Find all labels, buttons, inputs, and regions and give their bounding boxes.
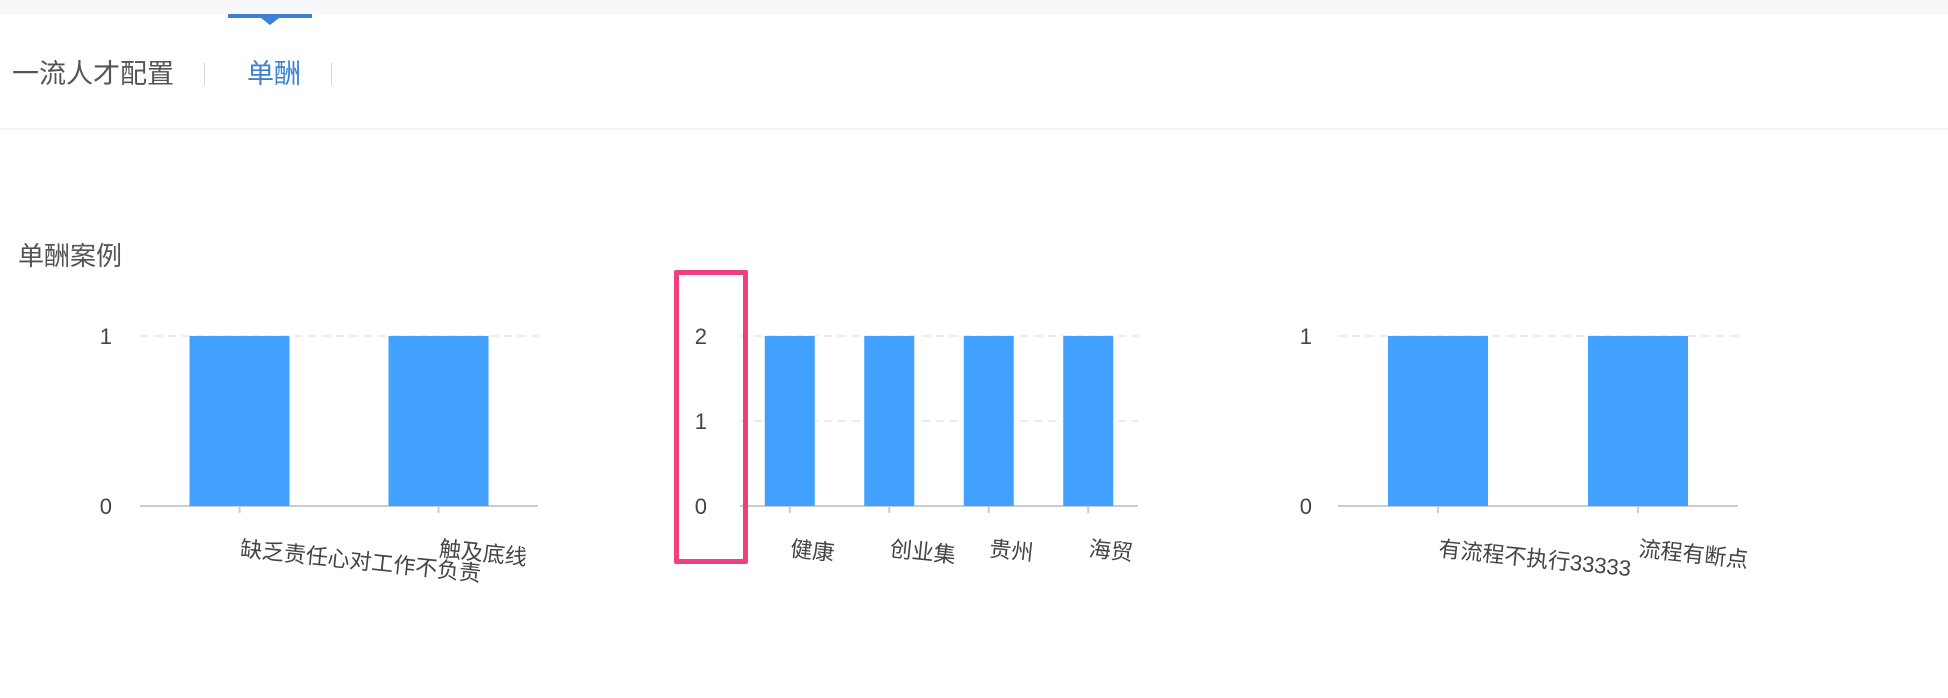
x-category-label: 创业集: [889, 536, 957, 568]
y-axis-highlight-box: [674, 270, 748, 564]
y-tick-label: 0: [695, 494, 707, 519]
bar: [1588, 336, 1688, 506]
x-category-label: 流程有断点: [1637, 536, 1749, 572]
tab-separator: [204, 63, 205, 85]
bar: [388, 336, 489, 506]
y-tick-label: 1: [695, 409, 707, 434]
x-category-label: 贵州: [988, 536, 1034, 565]
bar: [1388, 336, 1488, 506]
tab-separator: [331, 63, 332, 85]
bar: [189, 336, 290, 506]
active-tab-caret-icon: [261, 18, 279, 25]
x-category-label: 健康: [789, 536, 835, 565]
bar: [764, 336, 815, 506]
bar: [963, 336, 1014, 506]
tab-danchou[interactable]: 单酬: [247, 59, 301, 89]
y-tick-label: 2: [695, 324, 707, 349]
tab-bar: 一流人才配置 单酬: [0, 52, 362, 96]
section-title: 单酬案例: [18, 241, 123, 271]
y-tick-label: 1: [1300, 324, 1312, 349]
bar: [864, 336, 915, 506]
y-tick-label: 0: [1300, 494, 1312, 519]
x-category-label: 海贸: [1088, 536, 1134, 565]
y-tick-label: 0: [100, 494, 112, 519]
top-strip: [0, 0, 1948, 14]
y-tick-label: 1: [100, 324, 112, 349]
header-divider: [0, 128, 1948, 130]
bar: [1063, 336, 1114, 506]
active-tab-indicator: [228, 14, 312, 18]
tab-talent-config[interactable]: 一流人才配置: [12, 59, 174, 89]
x-category-label: 有流程不执行33333: [1437, 536, 1632, 581]
